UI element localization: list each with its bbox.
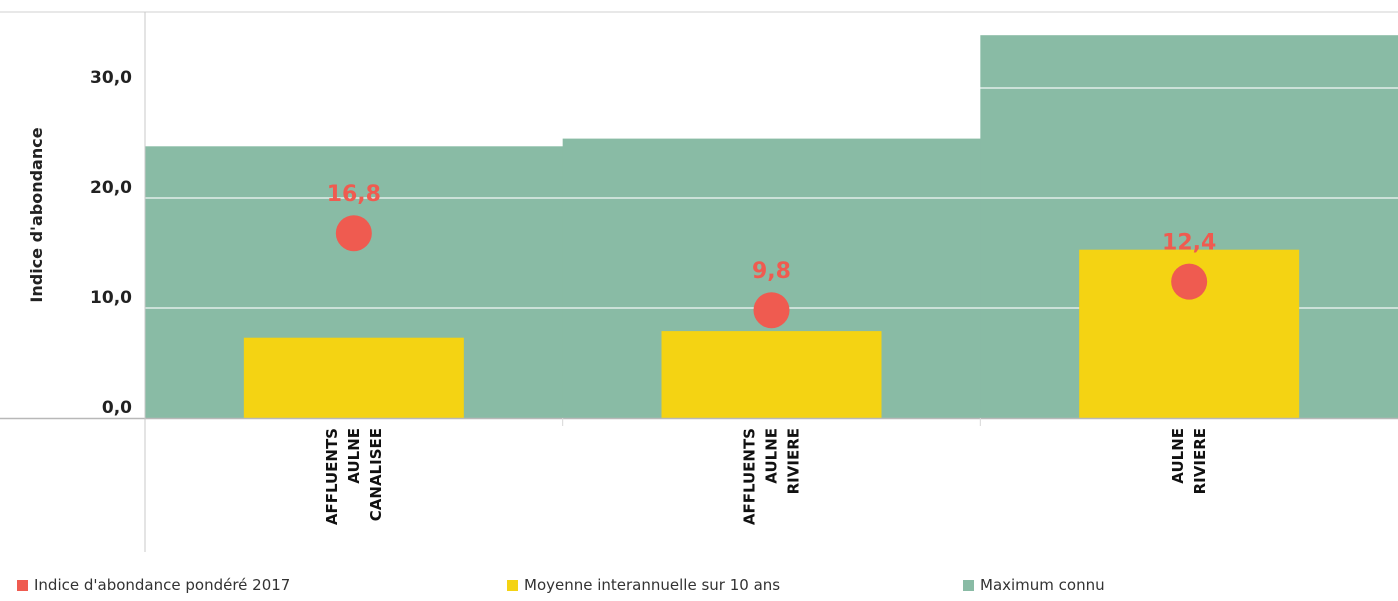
abundance-point: [753, 292, 790, 329]
category-label: AULNE: [1169, 428, 1187, 484]
legend-swatch: [507, 579, 518, 591]
category-label: AULNE: [345, 428, 363, 484]
category-label: RIVIERE: [785, 428, 803, 494]
category-label: RIVIERE: [1191, 428, 1209, 494]
legend: Indice d'abondance pondéré 2017 Moyenne i…: [0, 576, 1398, 601]
data-labels-group: 16,8 9,8 12,4: [327, 182, 1217, 284]
chart: 0,010,020,030,0 AFFLUENTS AULNE CANALISEE A…: [0, 11, 1398, 552]
category-label: AFFLUENTS: [741, 428, 759, 525]
y-tick-labels-group: 0,0 10,0 20,0 30,0: [90, 68, 132, 418]
abundance-points-group: [335, 215, 1208, 329]
data-label: 9,8: [752, 259, 791, 284]
y-tick-label: 0,0: [102, 398, 132, 418]
abundance-point: [335, 215, 372, 252]
average-bar: [661, 331, 882, 418]
legend-label: Moyenne interannuelle sur 10 ans: [524, 576, 781, 594]
maximum-area-group: [145, 35, 1398, 419]
average-bar: [243, 337, 464, 418]
legend-label: Maximum connu: [980, 576, 1105, 594]
category-label: AFFLUENTS: [323, 428, 341, 525]
data-label: 12,4: [1162, 231, 1216, 256]
y-axis-label: Indice d'abondance: [27, 127, 46, 302]
legend-swatch: [17, 579, 28, 591]
y-tick-label: 20,0: [90, 178, 132, 198]
legend-item[interactable]: Maximum connu: [963, 576, 1105, 594]
y-tick-label: 10,0: [90, 288, 132, 308]
data-label: 16,8: [327, 182, 381, 207]
legend-label: Indice d'abondance pondéré 2017: [34, 576, 291, 594]
category-label: AULNE: [763, 428, 781, 484]
y-tick-label: 30,0: [90, 68, 132, 88]
average-bars-group: [243, 249, 1300, 418]
category-labels-group: AFFLUENTS AULNE CANALISEE AFFLUENTS AULNE RIV…: [323, 428, 1209, 525]
axes-group: [0, 11, 1398, 552]
legend-swatch: [963, 579, 974, 591]
legend-item[interactable]: Moyenne interannuelle sur 10 ans: [507, 576, 780, 594]
abundance-point: [1171, 263, 1208, 300]
category-label: CANALISEE: [367, 428, 385, 521]
legend-item[interactable]: Indice d'abondance pondéré 2017: [17, 576, 290, 594]
